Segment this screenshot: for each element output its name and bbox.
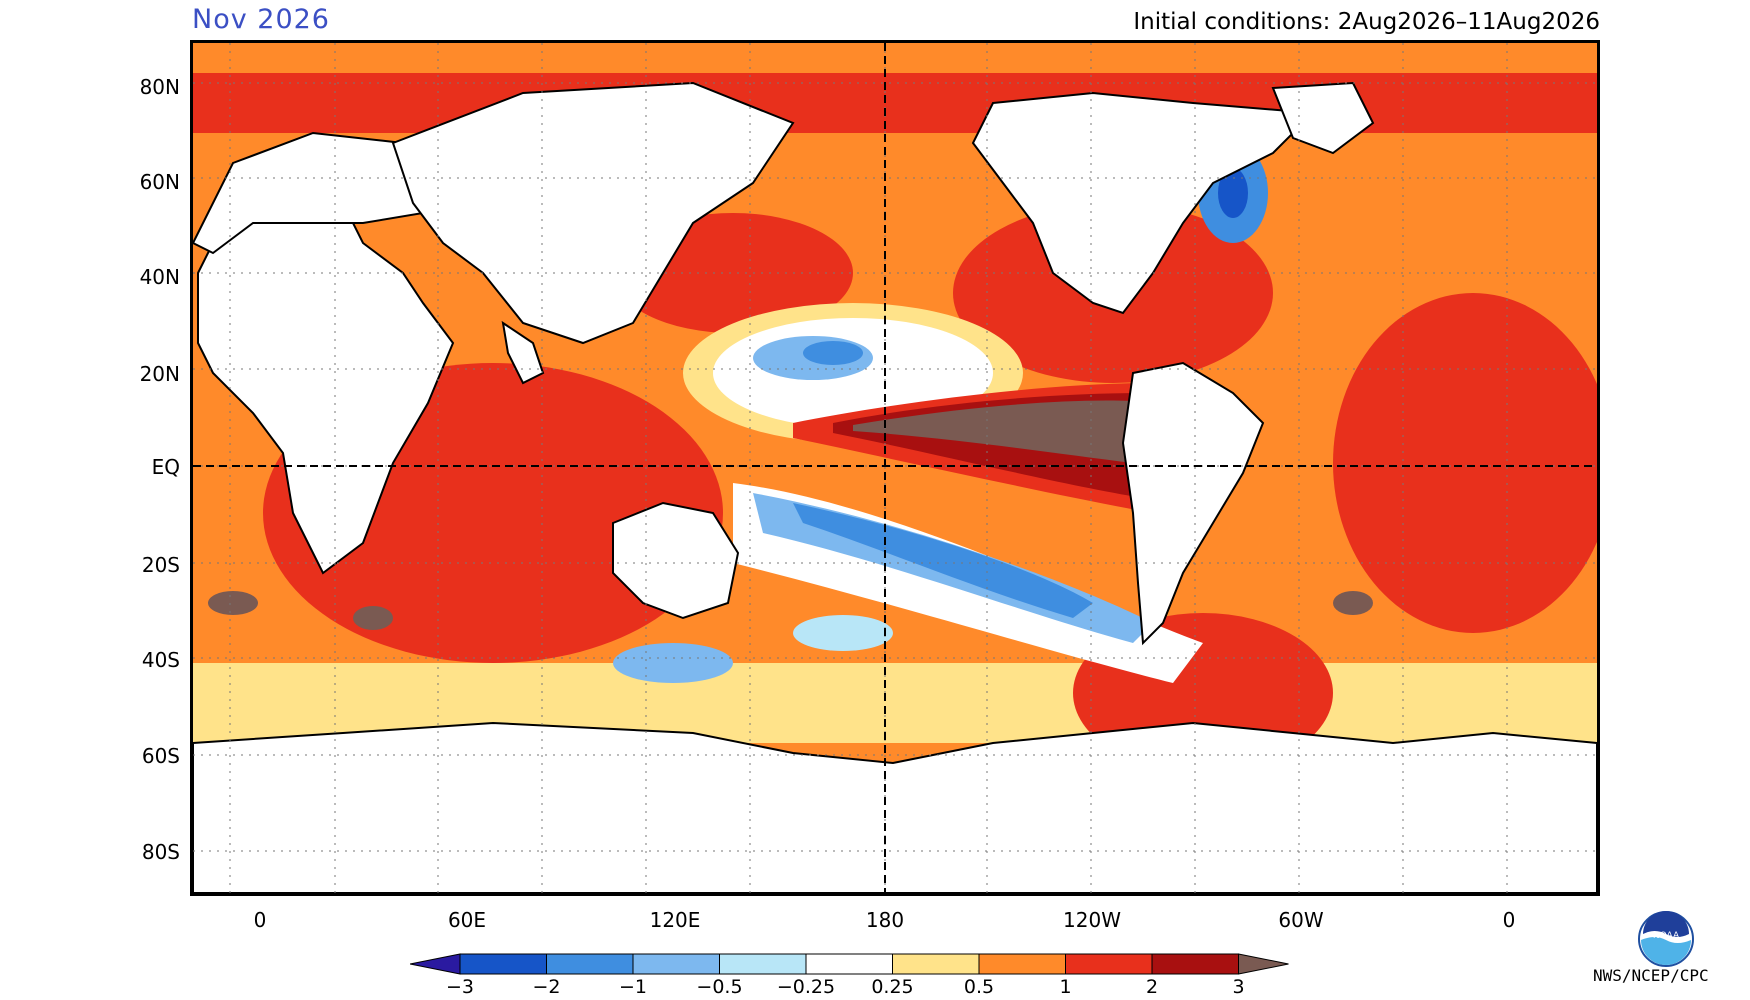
colorbar-tick-label: −0.5 [696,976,743,998]
colorbar-tick-label: 2 [1145,976,1159,998]
south-pacific-cool-core [793,503,1093,618]
colorbar-tick-label: 0.5 [963,976,995,998]
colorbar-segment [1151,953,1239,975]
lon-label: 60E [447,908,487,932]
lon-label: 60W [1278,908,1324,932]
colorbar-segment [892,953,980,975]
lat-label: 20N [139,362,180,386]
initial-conditions-label: Initial conditions: 2Aug2026–11Aug2026 [1133,9,1600,35]
anomaly-spot [1333,591,1373,615]
colorbar-tick-label: 1 [1059,976,1072,998]
noaa-logo: NOAA [1638,911,1694,967]
lon-label: 0 [1502,908,1516,932]
colorbar-tick-label: 3 [1232,976,1245,998]
forecast-period-title: Nov 2026 [192,4,330,35]
lon-label: 0 [253,908,267,932]
anomaly-cool-spot [793,615,893,651]
anomaly-spot [208,591,258,615]
north-pacific-cool-core [803,341,863,365]
credit-label: NWS/NCEP/CPC [1593,966,1709,985]
lat-label: 60S [141,744,180,768]
south-america [1121,361,1265,646]
antarctica [193,721,1597,893]
australia [612,501,740,620]
colorbar-tick-label: −3 [445,976,474,998]
lat-label: 80N [139,75,180,99]
colorbar-segment [719,953,807,975]
logo-text: NOAA [1653,931,1680,941]
lat-label: 40N [139,265,180,289]
asia [391,81,795,345]
colorbar-tick-label: −0.25 [776,976,836,998]
colorbar-segment [546,953,634,975]
colorbar-tick-label: −1 [618,976,647,998]
lat-label: 40S [141,648,180,672]
india [501,320,545,385]
graticule [193,43,1597,893]
colorbar-segment [410,953,461,975]
land-masses [193,81,1597,893]
atlantic-warm [1333,293,1597,633]
colorbar [410,953,1289,975]
anomaly-cool-spot [613,643,733,683]
arctic-band [193,73,1597,133]
el-nino-core [853,400,1133,463]
colorbar-segment [978,953,1066,975]
colorbar-segment [1065,953,1153,975]
colorbar-tick-label: 0.25 [871,976,914,998]
lat-label: EQ [151,455,180,479]
lat-label: 60N [139,170,180,194]
map-canvas [193,43,1597,893]
colorbar-segment [805,953,893,975]
greenland [1271,81,1375,155]
colorbar-segment [459,953,547,975]
lon-label: 120E [649,908,701,932]
anomaly-spot [353,606,393,630]
lat-label: 20S [141,553,180,577]
lon-label: 120W [1063,908,1121,932]
colorbar-tick-label: −2 [532,976,561,998]
colorbar-segment [632,953,720,975]
gulf-stream-cold [1218,168,1248,218]
colorbar-segment [1238,953,1289,975]
lon-label: 180 [865,908,905,932]
lat-label: 80S [141,840,180,864]
sst-anomaly-map [190,40,1600,896]
